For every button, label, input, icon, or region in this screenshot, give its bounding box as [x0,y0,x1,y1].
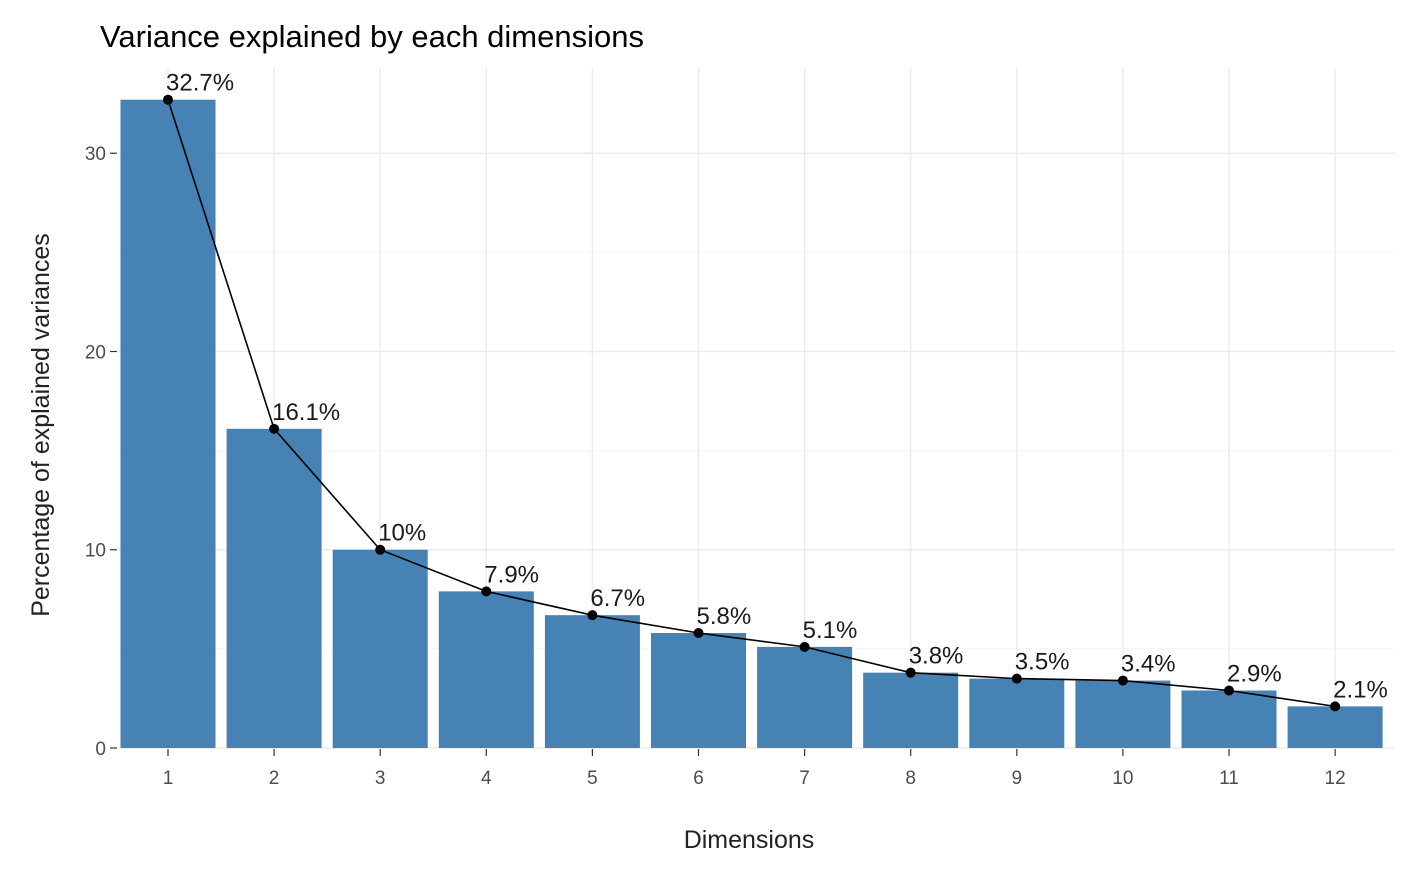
trend-line-group [167,99,1336,708]
data-label-dimension-10: 3.4% [1121,651,1176,678]
data-label-dimension-7: 5.1% [803,617,858,644]
bar-dimension-1 [120,99,216,749]
bar-dimension-2 [226,428,322,748]
bar-dimension-3 [332,549,428,748]
point-dimension-12 [1330,701,1341,712]
point-dimension-4 [481,586,492,597]
data-label-dimension-6: 5.8% [697,603,752,630]
bar-dimension-6 [651,633,746,748]
point-dimension-3 [375,544,386,555]
bar-dimension-8 [863,672,959,748]
grid-lines [118,68,1395,749]
point-dimension-1 [163,94,173,105]
data-labels: 32.7% 16.1% 10% 7.9% 6.7% 5.8% 5.1% 3.8% 3.5% 3.4… [166,70,1388,704]
data-label-dimension-9: 3.5% [1015,649,1070,676]
x-tick-label: 7 [799,768,810,789]
x-tick-label: 6 [693,768,704,789]
point-dimension-8 [905,667,916,678]
data-label-dimension-1: 32.7% [166,70,234,97]
trend-line [167,99,1336,708]
point-dimension-10 [1117,675,1128,686]
points [163,94,1341,712]
x-tick-label: 11 [1219,768,1239,789]
bar-dimension-9 [969,678,1065,748]
data-label-dimension-11: 2.9% [1227,661,1282,688]
x-tick-label: 5 [587,768,598,789]
point-dimension-9 [1011,673,1022,684]
bar-dimension-5 [544,615,640,748]
y-tick-label: 0 [95,739,106,760]
x-axis-title: Dimensions [684,826,815,854]
data-label-dimension-8: 3.8% [909,643,964,670]
bar-dimension-7 [757,646,853,748]
x-tick-label: 8 [905,768,916,789]
data-label-dimension-2: 16.1% [272,399,340,426]
point-dimension-11 [1224,685,1234,696]
point-dimension-7 [799,641,810,652]
data-label-dimension-5: 6.7% [590,585,645,612]
point-dimension-2 [269,423,280,434]
bar-dimension-11 [1181,690,1277,748]
x-tick-label: 10 [1112,768,1133,789]
chart-title: Variance explained by each dimensions [100,19,644,54]
x-tick-label: 3 [375,768,386,789]
x-tick-label: 1 [163,768,174,789]
y-tick-label: 10 [85,541,106,562]
bars [120,99,1383,749]
bar-dimension-4 [438,591,534,748]
point-dimension-5 [587,610,598,621]
data-label-dimension-3: 10% [378,520,426,547]
bar-dimension-10 [1075,680,1171,748]
point-dimension-6 [693,628,704,639]
y-axis-title: Percentage of explained variances [27,233,55,617]
x-tick-label: 2 [269,768,280,789]
y-tick-label: 20 [85,342,106,363]
data-label-dimension-12: 2.1% [1333,676,1388,703]
x-tick-label: 4 [481,768,492,789]
bar-dimension-12 [1287,706,1383,748]
data-label-dimension-4: 7.9% [484,561,539,588]
x-tick-label: 12 [1325,768,1346,789]
y-tick-label: 30 [85,144,106,165]
x-tick-label: 9 [1012,768,1023,789]
